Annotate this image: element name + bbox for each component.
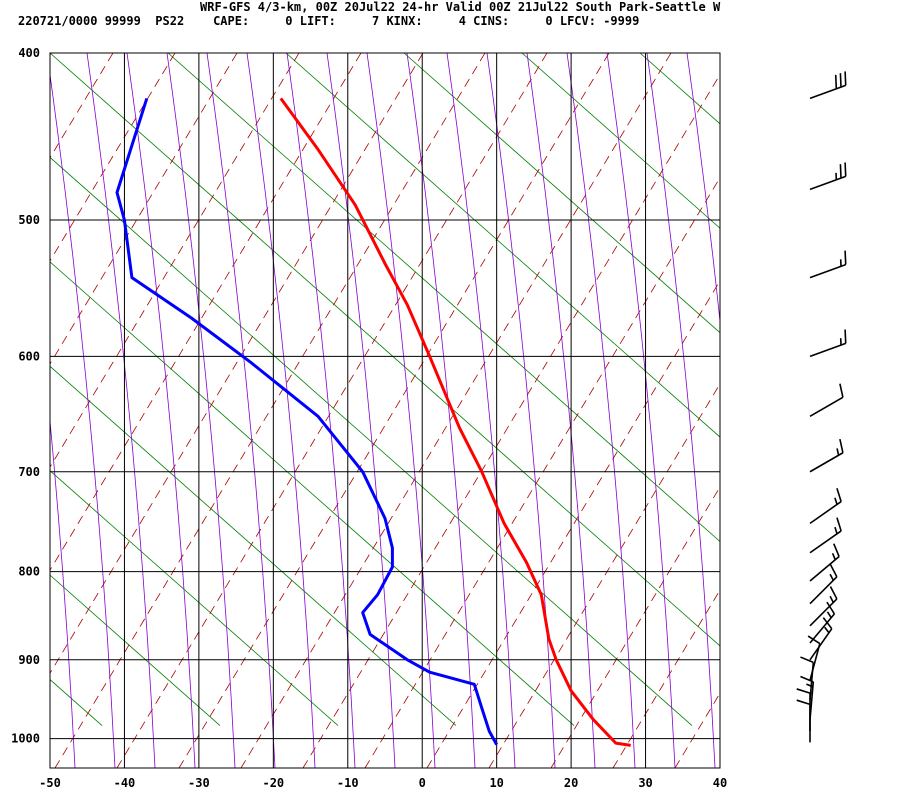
wind-barb — [809, 617, 833, 661]
wind-barb — [809, 543, 840, 582]
moist-adiabat-line — [486, 53, 556, 768]
dry-adiabat-line — [550, 486, 720, 768]
moist-adiabat-line — [526, 53, 596, 768]
y-tick-label: 800 — [18, 565, 40, 579]
dry-adiabat-line — [488, 383, 720, 768]
wind-barb — [809, 517, 842, 554]
temperature-profile-line — [279, 97, 631, 747]
x-tick-label: 10 — [489, 776, 503, 790]
dry-adiabat-line — [54, 53, 486, 768]
moist-adiabat-line — [50, 71, 116, 768]
wind-barb — [809, 383, 844, 417]
green-reference-line — [50, 470, 339, 726]
y-tick-label: 500 — [18, 213, 40, 227]
wind-barb — [809, 488, 842, 525]
green-reference-line — [50, 365, 457, 726]
y-axis-tick-labels: 400 500 600 700 800 900 1000 — [11, 46, 40, 746]
sounding-indices-line: 220721/0000 99999 PS22 CAPE: 0 LIFT: 7 K… — [18, 14, 640, 28]
moist-adiabat-line — [166, 53, 236, 768]
dry-adiabat-line — [50, 53, 362, 571]
dry-adiabat-line — [50, 53, 424, 674]
x-axis-tick-labels: -50 -40 -30 -20 -10 0 10 20 30 40 — [39, 776, 727, 790]
moist-adiabat-line — [50, 416, 76, 768]
green-reference-line — [167, 53, 720, 543]
moist-adiabat-line — [126, 53, 196, 768]
wind-barb — [796, 688, 811, 732]
x-tick-label: 30 — [638, 776, 652, 790]
x-tick-label: -10 — [337, 776, 359, 790]
dry-adiabat-line — [302, 73, 720, 768]
moist-adiabat-line — [606, 53, 676, 768]
y-tick-label: 1000 — [11, 732, 40, 746]
green-reference-line — [50, 53, 720, 647]
y-tick-label: 600 — [18, 349, 40, 363]
x-tick-label: 0 — [419, 776, 426, 790]
moist-adiabat-line — [646, 53, 716, 768]
wind-barb — [809, 162, 847, 191]
moist-adiabat-line — [406, 53, 476, 768]
moist-adiabat-line — [326, 53, 396, 768]
green-reference-line — [50, 574, 221, 726]
moist-adiabat-line — [446, 53, 516, 768]
dry-adiabat-line — [50, 53, 238, 365]
moist-adiabat-line — [366, 53, 436, 768]
y-tick-label: 700 — [18, 465, 40, 479]
dry-adiabat-line — [50, 53, 300, 468]
moist-adiabat-line — [727, 53, 795, 768]
dry-adiabat-line — [364, 176, 720, 768]
reference-lines — [50, 53, 900, 768]
moist-adiabat-line — [206, 53, 276, 768]
x-tick-label: -30 — [188, 776, 210, 790]
y-tick-label: 900 — [18, 653, 40, 667]
dry-adiabat-line — [50, 53, 114, 159]
x-tick-label: 20 — [564, 776, 578, 790]
moist-adiabat-line — [566, 53, 636, 768]
moist-adiabat-line — [686, 53, 720, 325]
x-tick-label: 40 — [713, 776, 727, 790]
wind-barb — [809, 586, 838, 627]
green-reference-line — [50, 261, 575, 726]
green-reference-line — [403, 53, 720, 334]
x-tick-label: -20 — [262, 776, 284, 790]
dewpoint-profile-line — [115, 97, 499, 746]
moist-adiabat-line — [767, 53, 835, 768]
moist-adiabat-line — [86, 53, 156, 768]
green-reference-line — [50, 156, 693, 726]
dry-adiabat-line — [178, 53, 610, 768]
dry-adiabat-line — [612, 589, 720, 768]
dry-adiabat-line — [240, 53, 672, 768]
dry-adiabat-line — [50, 53, 176, 262]
green-reference-line — [876, 53, 900, 726]
plot-grid — [49, 52, 721, 768]
wind-barb — [796, 699, 811, 743]
green-reference-line — [521, 53, 720, 229]
x-tick-label: -50 — [39, 776, 61, 790]
wind-barbs — [796, 71, 847, 743]
dry-adiabat-line — [116, 53, 548, 768]
wind-barb — [809, 438, 844, 473]
green-reference-line — [639, 53, 720, 125]
y-tick-label: 400 — [18, 46, 40, 60]
plot-frame — [49, 52, 721, 769]
dry-adiabat-line — [426, 280, 720, 768]
wind-barb — [809, 601, 836, 644]
wind-barb — [809, 71, 847, 100]
green-reference-line — [285, 53, 720, 438]
chart-title-line: WRF-GFS 4/3-km, 00Z 20Jul22 24-hr Valid … — [200, 0, 721, 14]
moist-adiabat-line — [286, 53, 356, 768]
wind-barb — [809, 564, 838, 605]
wind-barb — [809, 329, 847, 358]
moist-adiabat-line — [246, 53, 316, 768]
sounding-profiles — [115, 97, 631, 747]
wind-barb — [809, 250, 847, 279]
x-tick-label: -40 — [114, 776, 136, 790]
